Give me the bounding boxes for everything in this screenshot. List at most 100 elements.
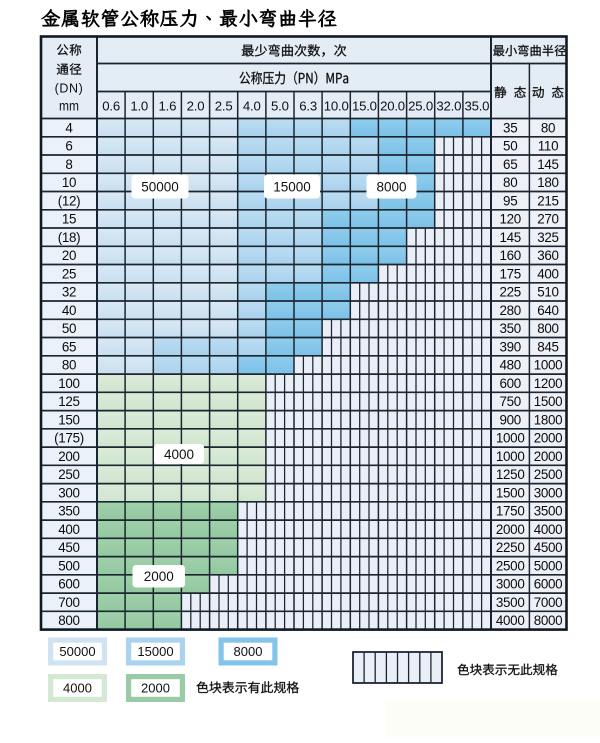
svg-text:8: 8 (65, 157, 72, 172)
svg-text:500: 500 (58, 558, 79, 573)
svg-text:50: 50 (503, 139, 517, 154)
svg-text:1800: 1800 (534, 412, 563, 427)
svg-text:400: 400 (537, 266, 558, 281)
svg-text:(12): (12) (58, 193, 81, 208)
svg-text:2.5: 2.5 (215, 99, 233, 114)
svg-text:180: 180 (537, 175, 558, 190)
svg-text:2250: 2250 (496, 540, 525, 555)
svg-text:2000: 2000 (534, 431, 563, 446)
svg-text:50000: 50000 (141, 179, 179, 194)
svg-text:35.0: 35.0 (464, 99, 489, 114)
svg-text:270: 270 (537, 212, 558, 227)
svg-text:20: 20 (62, 248, 76, 263)
svg-text:2000: 2000 (534, 449, 563, 464)
svg-text:5.0: 5.0 (271, 99, 289, 114)
svg-text:200: 200 (58, 449, 79, 464)
svg-text:4000: 4000 (534, 522, 563, 537)
svg-text:25: 25 (62, 266, 76, 281)
svg-text:1000: 1000 (496, 431, 525, 446)
svg-text:225: 225 (499, 285, 520, 300)
svg-text:1500: 1500 (496, 485, 525, 500)
svg-text:150: 150 (58, 412, 79, 427)
svg-text:300: 300 (58, 485, 79, 500)
svg-text:1750: 1750 (496, 504, 525, 519)
svg-text:450: 450 (58, 540, 79, 555)
svg-text:125: 125 (58, 394, 79, 409)
svg-text:80: 80 (503, 175, 517, 190)
svg-text:15000: 15000 (273, 179, 311, 194)
svg-text:80: 80 (62, 358, 76, 373)
svg-text:15: 15 (62, 212, 76, 227)
svg-text:2000: 2000 (144, 569, 174, 584)
svg-text:600: 600 (499, 376, 520, 391)
svg-text:1.6: 1.6 (159, 99, 177, 114)
svg-text:8000: 8000 (376, 179, 406, 194)
svg-text:65: 65 (503, 157, 517, 172)
svg-text:360: 360 (537, 248, 558, 263)
svg-text:2000: 2000 (496, 522, 525, 537)
svg-text:8000: 8000 (534, 613, 563, 628)
svg-text:1500: 1500 (534, 394, 563, 409)
svg-text:(18): (18) (58, 230, 81, 245)
svg-text:2.0: 2.0 (187, 99, 205, 114)
svg-text:2500: 2500 (534, 467, 563, 482)
svg-text:325: 325 (537, 230, 558, 245)
svg-text:250: 250 (58, 467, 79, 482)
svg-text:65: 65 (62, 339, 76, 354)
svg-text:900: 900 (499, 412, 520, 427)
svg-text:640: 640 (537, 303, 558, 318)
svg-text:110: 110 (538, 139, 558, 154)
svg-text:3500: 3500 (496, 595, 525, 610)
svg-text:95: 95 (503, 193, 517, 208)
svg-text:7000: 7000 (534, 595, 563, 610)
svg-text:390: 390 (499, 339, 520, 354)
svg-text:(175): (175) (54, 431, 84, 446)
svg-text:4500: 4500 (534, 540, 563, 555)
svg-text:3000: 3000 (496, 577, 525, 592)
svg-text:2000: 2000 (141, 681, 170, 696)
svg-text:10.0: 10.0 (324, 99, 349, 114)
svg-text:700: 700 (58, 595, 79, 610)
svg-text:80: 80 (541, 120, 555, 135)
svg-text:50000: 50000 (59, 644, 95, 659)
svg-text:15.0: 15.0 (352, 99, 377, 114)
svg-text:10: 10 (62, 175, 76, 190)
svg-text:3000: 3000 (534, 485, 563, 500)
svg-text:25.0: 25.0 (408, 99, 433, 114)
svg-text:4000: 4000 (496, 613, 525, 628)
svg-text:3500: 3500 (534, 504, 563, 519)
svg-text:100: 100 (58, 376, 79, 391)
svg-text:(DN): (DN) (55, 81, 84, 95)
svg-text:4000: 4000 (63, 681, 92, 696)
svg-text:8000: 8000 (234, 644, 263, 659)
svg-text:145: 145 (537, 157, 558, 172)
svg-text:1200: 1200 (534, 376, 563, 391)
svg-text:32.0: 32.0 (436, 99, 461, 114)
svg-text:160: 160 (499, 248, 520, 263)
svg-text:1250: 1250 (496, 467, 525, 482)
svg-text:6.3: 6.3 (299, 99, 317, 114)
svg-text:0.6: 0.6 (102, 99, 120, 114)
svg-text:800: 800 (537, 321, 558, 336)
svg-text:4: 4 (65, 120, 73, 135)
svg-text:2500: 2500 (496, 558, 525, 573)
svg-text:750: 750 (499, 394, 520, 409)
svg-text:5000: 5000 (534, 558, 563, 573)
svg-text:215: 215 (537, 193, 558, 208)
svg-text:1.0: 1.0 (130, 99, 148, 114)
svg-text:480: 480 (499, 358, 520, 373)
svg-text:4.0: 4.0 (243, 99, 261, 114)
svg-text:mm: mm (59, 99, 79, 114)
svg-text:600: 600 (58, 577, 79, 592)
svg-text:120: 120 (499, 212, 520, 227)
svg-text:40: 40 (62, 303, 76, 318)
svg-text:4000: 4000 (164, 447, 194, 462)
svg-text:280: 280 (499, 303, 520, 318)
svg-text:400: 400 (58, 522, 79, 537)
svg-text:1000: 1000 (534, 358, 563, 373)
svg-text:15000: 15000 (137, 644, 173, 659)
svg-text:350: 350 (58, 504, 79, 519)
svg-text:175: 175 (499, 266, 520, 281)
svg-text:32: 32 (62, 285, 76, 300)
svg-text:145: 145 (499, 230, 520, 245)
